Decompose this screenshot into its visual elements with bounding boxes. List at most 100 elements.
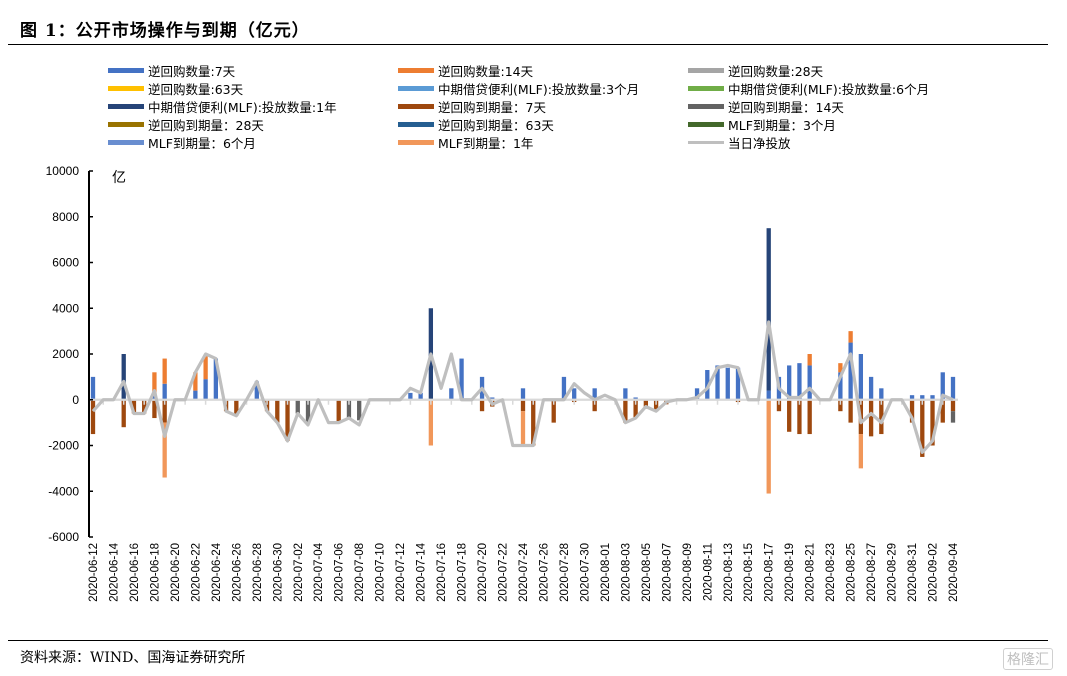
bar-segment [162, 399, 167, 423]
x-tick-label: 2020-07-04 [313, 542, 325, 601]
x-tick-label: 2020-06-30 [272, 543, 284, 602]
x-tick-label: 2020-06-14 [108, 542, 120, 601]
bar-segment [633, 397, 638, 400]
legend-item: 中期借贷便利(MLF):投放数量:1年 [108, 97, 337, 116]
bar-segment [490, 397, 495, 400]
x-tick-label: 2020-07-14 [416, 542, 428, 601]
bar-segment [449, 388, 454, 400]
bar-segment [950, 399, 956, 412]
legend-color-swatch [108, 104, 144, 109]
legend-label: 逆回购数量:63天 [148, 82, 244, 97]
x-tick-label: 2020-08-11 [702, 543, 714, 601]
bar-segment [213, 358, 219, 400]
x-tick-label: 2020-08-03 [620, 543, 632, 602]
bar-segment [418, 392, 423, 400]
bar-segment [848, 331, 853, 343]
source-note: 资料来源：WIND、国海证券研究所 [20, 650, 246, 666]
legend-label: 中期借贷便利(MLF):投放数量:6个月 [728, 82, 930, 97]
legend-line-swatch [688, 141, 724, 144]
x-tick-label: 2020-06-24 [211, 542, 223, 601]
bar-segment [90, 399, 96, 435]
y-tick-label: -4000 [48, 484, 79, 498]
bar-segment [858, 354, 864, 400]
x-tick-label: 2020-08-23 [825, 543, 837, 602]
y-unit-label: 亿 [112, 170, 126, 186]
bar-segment [152, 399, 157, 419]
x-tick-label: 2020-08-09 [682, 543, 694, 602]
bar-segment [920, 395, 925, 400]
x-tick-labels: 2020-06-12 2020-06-14 2020-06-16 2020-06-18… [88, 542, 960, 601]
bar-segment [950, 411, 956, 423]
bar-segment [858, 434, 864, 469]
bar-segment [551, 399, 556, 423]
bar-segment [838, 372, 843, 400]
x-tick-label: 2020-07-30 [579, 543, 591, 602]
x-tick-label: 2020-08-13 [723, 543, 735, 602]
legend-item: MLF到期量：6个月 [108, 133, 256, 152]
x-tick-label: 2020-07-26 [538, 543, 550, 602]
x-tick-label: 2020-09-02 [928, 543, 940, 602]
legend-label: 当日净投放 [728, 136, 791, 151]
x-tick-label: 2020-07-10 [375, 543, 387, 602]
x-tick-label: 2020-07-06 [334, 543, 346, 602]
legend-color-swatch [398, 140, 434, 145]
bar-segment [264, 399, 270, 412]
bar-segment [193, 390, 198, 400]
legend-color-swatch [398, 86, 434, 91]
bar-segment [787, 399, 792, 432]
x-tick-label: 2020-08-27 [866, 543, 878, 602]
bar-segment [715, 365, 720, 400]
bar-segment [142, 399, 147, 414]
bar-segment [694, 388, 700, 400]
bar-segment [930, 395, 935, 400]
legend-label: 逆回购数量:7天 [148, 64, 236, 79]
x-tick-label: 2020-08-25 [846, 543, 858, 602]
legend-item: 中期借贷便利(MLF):投放数量:6个月 [688, 79, 929, 98]
x-tick-label: 2020-08-01 [600, 543, 612, 602]
bar-segment [879, 399, 884, 435]
bar-segment [807, 354, 812, 366]
bar-segment [797, 363, 802, 400]
x-tick-label: 2020-06-20 [170, 543, 182, 602]
x-tick-label: 2020-08-15 [743, 543, 755, 602]
x-tick-label: 2020-07-16 [436, 543, 448, 602]
bar-segment [162, 383, 167, 400]
legend-item: 逆回购数量:63天 [108, 79, 243, 98]
bar-segment [838, 399, 843, 412]
bar-segment [787, 365, 792, 400]
bar-segment [275, 399, 280, 423]
bar-segment [868, 399, 874, 437]
bar-segment [592, 399, 597, 412]
legend-label: MLF到期量：3个月 [728, 118, 836, 133]
bar-segment [152, 372, 157, 396]
bar-segment [879, 388, 884, 400]
legend-label: 逆回购数量:14天 [438, 64, 534, 79]
bar-segment [285, 399, 290, 441]
legend-label: 中期借贷便利(MLF):投放数量:1年 [148, 100, 337, 115]
y-tick-label: 10000 [46, 164, 80, 178]
x-tick-label: 2020-07-22 [498, 543, 510, 602]
x-tick-label: 2020-06-12 [88, 543, 100, 602]
legend-item: 中期借贷便利(MLF):投放数量:3个月 [398, 79, 639, 98]
x-tick-label: 2020-07-02 [293, 543, 305, 602]
bar-segment [807, 365, 812, 400]
legend-color-swatch [398, 104, 434, 109]
bar-segment [653, 399, 659, 412]
x-tick-label: 2020-06-22 [190, 543, 202, 602]
bar-segment [520, 411, 526, 446]
legend-item: 逆回购到期量：7天 [398, 97, 546, 116]
bar-segment [633, 399, 638, 419]
legend-item: 逆回购到期量：14天 [688, 97, 844, 116]
bar-segment [735, 367, 741, 400]
legend-item: 逆回购到期量：63天 [398, 115, 554, 134]
bar-segment [909, 399, 915, 423]
legend-item: MLF到期量：3个月 [688, 115, 836, 134]
y-tick-label: 4000 [52, 301, 79, 315]
bar-segment [295, 399, 300, 414]
bar-segment [623, 388, 628, 400]
x-tick-label: 2020-07-18 [457, 543, 469, 602]
bar-segment [254, 381, 259, 400]
bar-segment [940, 372, 945, 400]
legend-color-swatch [108, 68, 144, 73]
x-tick-label: 2020-08-05 [641, 543, 653, 602]
